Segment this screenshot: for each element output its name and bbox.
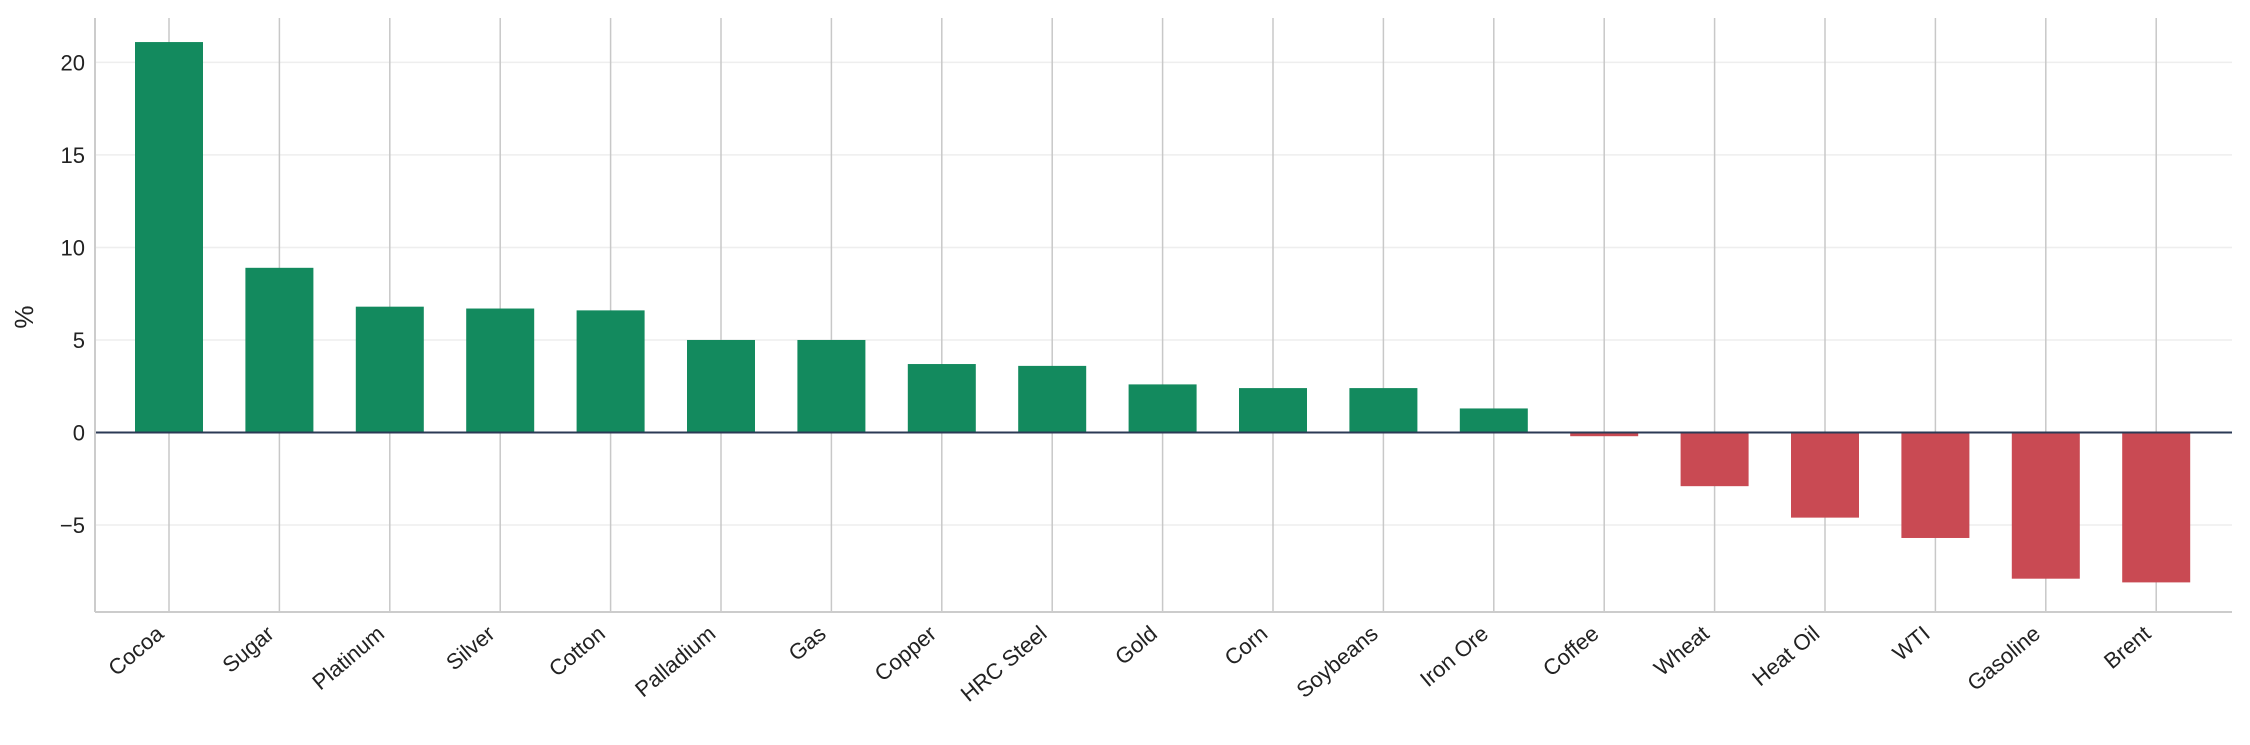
y-tick-label: 0 (73, 421, 85, 446)
bar (466, 308, 535, 433)
y-tick-label: −5 (60, 513, 85, 538)
x-tick-label: Cotton (544, 621, 610, 682)
x-tick-label: Heat Oil (1747, 621, 1824, 691)
bar (1680, 432, 1749, 487)
x-tick-label: Palladium (630, 621, 720, 702)
bar (576, 310, 645, 433)
y-tick-label: 20 (61, 50, 85, 75)
y-ticks: −5 0 5 10 15 20 (60, 50, 85, 538)
x-tick-label: Platinum (307, 621, 389, 695)
bar (245, 267, 314, 433)
bars (95, 42, 2232, 583)
x-tick-label: Gold (1110, 621, 1162, 670)
x-tick-label: Soybeans (1292, 621, 1383, 703)
bar (2011, 432, 2080, 579)
x-tick-label: Copper (870, 621, 941, 687)
x-tick-label: HRC Steel (956, 621, 1052, 707)
bar (1791, 432, 1859, 518)
x-tick-label: WTI (1888, 621, 1935, 666)
x-tick-label: Brent (2099, 621, 2155, 674)
bar (1901, 432, 1970, 538)
y-axis-title: % (9, 305, 39, 328)
x-tick-label: Sugar (218, 621, 279, 678)
x-tick-label: Cocoa (103, 620, 168, 681)
x-tick-label: Iron Ore (1415, 621, 1493, 692)
bar (1128, 384, 1197, 433)
bar (797, 339, 866, 433)
bar (1570, 432, 1639, 437)
bar (687, 339, 755, 433)
x-ticks: Cocoa Sugar Platinum Silver Cotton Palladium G… (103, 620, 2155, 706)
x-tick-label: Corn (1220, 621, 1273, 671)
bar (2122, 432, 2191, 583)
bar (1349, 388, 1418, 433)
bar (135, 42, 203, 433)
bar (1018, 365, 1087, 433)
y-tick-label: 5 (73, 328, 85, 353)
x-tick-label: Gas (784, 621, 831, 666)
x-tick-label: Silver (441, 621, 499, 676)
bar (355, 306, 424, 433)
bar (1459, 408, 1528, 433)
bar (1239, 388, 1307, 433)
x-tick-label: Gasoline (1962, 621, 2045, 696)
y-tick-label: 15 (61, 143, 85, 168)
bar (907, 364, 976, 433)
x-tick-label: Wheat (1649, 621, 1714, 681)
y-tick-label: 10 (61, 235, 85, 260)
x-tick-label: Coffee (1538, 621, 1603, 682)
axes (94, 18, 2232, 613)
